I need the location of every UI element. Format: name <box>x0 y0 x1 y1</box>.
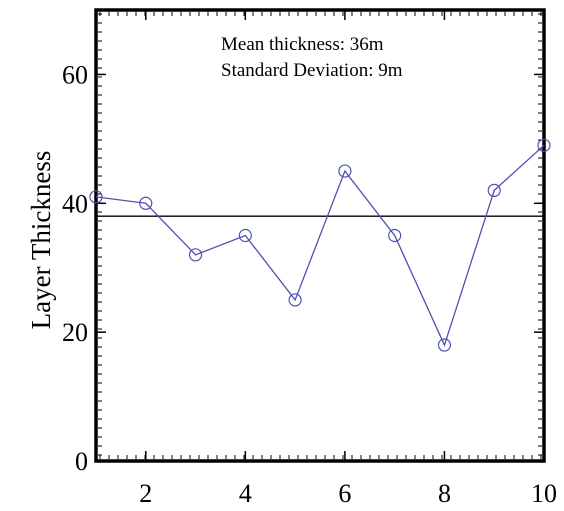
x-tick-label: 10 <box>531 479 557 508</box>
data-point <box>238 228 252 243</box>
y-tick-label: 0 <box>75 447 88 476</box>
y-tick-label: 20 <box>62 318 88 347</box>
x-tick-label: 2 <box>139 479 152 508</box>
annotation-mean: Mean thickness: 36m <box>221 34 384 55</box>
data-point <box>338 164 352 178</box>
series-markers <box>89 138 551 352</box>
axis-minor-ticks <box>96 10 545 462</box>
x-tick-label: 6 <box>338 479 351 508</box>
plot-frame <box>94 8 546 463</box>
data-point <box>139 196 153 210</box>
data-point <box>388 228 402 243</box>
data-point <box>437 338 452 352</box>
data-point <box>537 138 551 152</box>
data-point <box>288 293 302 307</box>
tick-labels: 2 4 6 8 10 0 20 40 60 <box>62 60 557 508</box>
data-point <box>89 190 103 204</box>
series-line <box>95 144 545 347</box>
y-tick-label: 40 <box>62 189 88 218</box>
y-axis-title: Layer Thickness <box>26 151 56 330</box>
annotation-std: Standard Deviation: 9m <box>221 60 403 81</box>
data-point <box>188 248 203 262</box>
y-tick-label: 60 <box>62 60 88 89</box>
x-tick-label: 8 <box>438 479 451 508</box>
x-tick-label: 4 <box>239 479 252 508</box>
data-point <box>487 183 501 197</box>
